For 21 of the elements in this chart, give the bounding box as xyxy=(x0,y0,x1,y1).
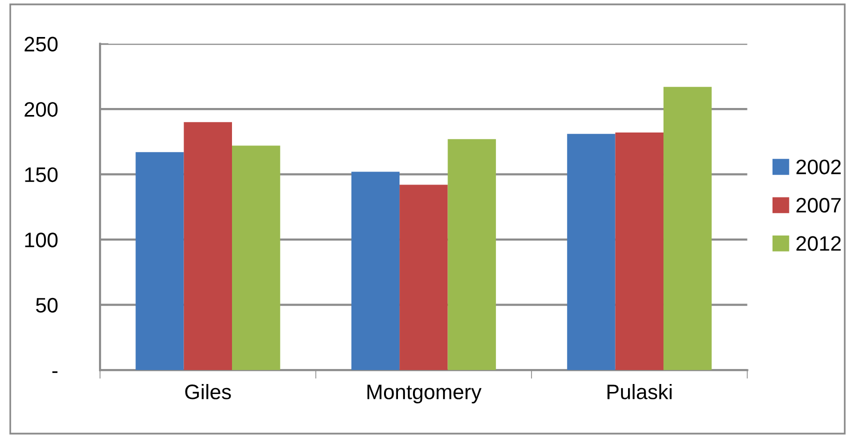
bar xyxy=(663,86,712,370)
bar xyxy=(184,122,232,370)
legend-label: 2007 xyxy=(796,198,841,213)
y-tick-label: 200 xyxy=(24,102,58,117)
x-tick-label: Giles xyxy=(185,384,231,400)
bar xyxy=(136,152,184,370)
y-tick-label: 150 xyxy=(25,167,58,182)
x-tick-label: Montgomery xyxy=(367,384,482,404)
x-tick-label: Pulaski xyxy=(608,384,672,400)
bar xyxy=(448,139,496,370)
bar xyxy=(615,132,664,370)
y-tick-label: - xyxy=(52,371,58,373)
bar xyxy=(232,146,280,370)
y-tick-label: 250 xyxy=(24,36,58,52)
bar xyxy=(351,172,400,370)
y-tick-label: 50 xyxy=(36,298,58,313)
bar xyxy=(400,184,448,370)
legend-label: 2012 xyxy=(796,236,841,251)
bar xyxy=(567,134,616,370)
legend-label: 2002 xyxy=(796,160,841,174)
y-tick-label: 100 xyxy=(25,232,58,248)
